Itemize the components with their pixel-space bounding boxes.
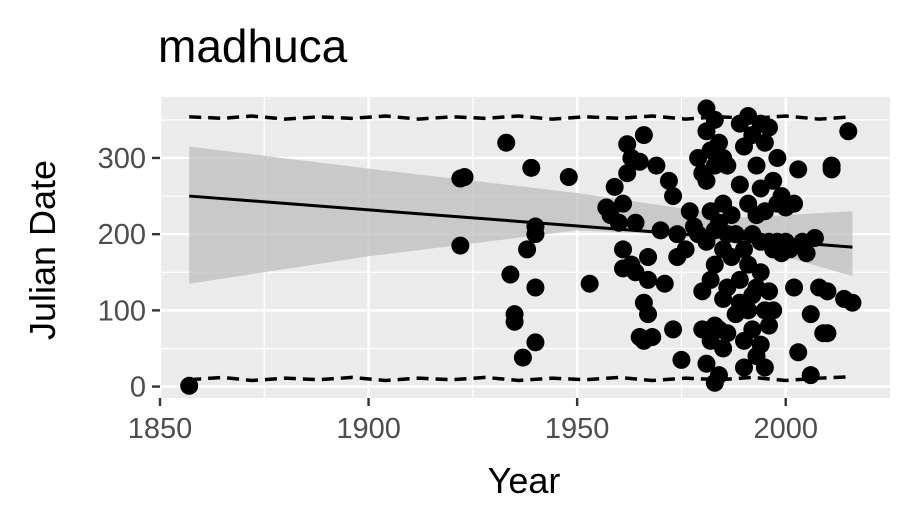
data-point — [630, 152, 649, 171]
data-point — [643, 328, 662, 347]
data-point — [639, 270, 658, 289]
data-point — [789, 160, 808, 179]
data-point — [614, 194, 633, 213]
data-point — [709, 366, 728, 385]
x-axis-title: Year — [488, 460, 561, 501]
data-point — [785, 194, 804, 213]
data-point — [580, 274, 599, 293]
data-point — [735, 358, 753, 377]
y-tick-label: 100 — [98, 295, 146, 327]
data-point — [609, 213, 628, 232]
data-point — [455, 168, 474, 187]
axes: 1850 1900 1950 2000 0 100 200 300 — [98, 143, 818, 445]
data-point — [180, 376, 199, 395]
data-point — [497, 133, 516, 152]
data-point — [722, 206, 741, 225]
data-point — [664, 187, 683, 206]
x-tick-label: 1850 — [128, 413, 193, 445]
data-point — [659, 171, 678, 190]
x-tick-label: 1900 — [336, 413, 401, 445]
y-axis-title: Julian Date — [22, 160, 63, 340]
data-point — [730, 270, 749, 289]
data-point — [705, 110, 724, 129]
data-point — [655, 274, 674, 293]
x-tick-label: 1950 — [545, 413, 610, 445]
data-point — [697, 354, 716, 373]
data-point — [843, 293, 862, 312]
data-point — [634, 126, 653, 145]
data-point — [651, 221, 670, 240]
data-point — [701, 270, 720, 289]
data-point — [618, 164, 637, 183]
data-point — [505, 312, 524, 331]
data-point — [739, 301, 758, 320]
data-point — [639, 248, 658, 267]
data-point — [559, 168, 578, 187]
data-point — [668, 225, 687, 244]
data-point — [614, 240, 633, 259]
data-point — [751, 335, 770, 354]
data-point — [672, 350, 691, 369]
chart-title: madhuca — [158, 20, 348, 72]
data-point — [513, 348, 532, 367]
data-point — [751, 263, 770, 282]
data-point — [726, 225, 745, 244]
data-point — [718, 156, 737, 175]
data-point — [789, 343, 808, 362]
data-point — [760, 118, 779, 137]
data-point — [730, 175, 749, 194]
data-points — [180, 99, 862, 395]
data-point — [755, 133, 774, 152]
data-point — [709, 133, 728, 152]
data-point — [801, 366, 820, 385]
data-point — [718, 324, 737, 343]
data-point — [676, 240, 695, 259]
data-point — [747, 156, 766, 175]
data-point — [697, 171, 716, 190]
data-point — [818, 324, 837, 343]
data-point — [822, 160, 841, 179]
data-point — [839, 122, 858, 141]
data-point — [818, 282, 837, 301]
data-point — [626, 213, 645, 232]
data-point — [797, 244, 816, 263]
data-point — [526, 225, 545, 244]
data-point — [755, 358, 774, 377]
data-point — [451, 236, 470, 255]
data-point — [714, 339, 733, 358]
y-tick-label: 0 — [130, 372, 146, 404]
confidence-ribbon-layer — [189, 146, 853, 284]
data-point — [764, 171, 783, 190]
data-point — [518, 240, 537, 259]
data-point — [801, 305, 820, 324]
data-point — [760, 282, 779, 301]
data-point — [605, 177, 624, 196]
y-tick-label: 300 — [98, 143, 146, 175]
data-point — [764, 301, 783, 320]
data-point — [526, 333, 545, 352]
data-point — [743, 320, 762, 339]
data-point — [501, 265, 520, 284]
data-point — [768, 148, 787, 167]
data-point — [680, 202, 699, 221]
data-point — [639, 305, 658, 324]
data-point — [618, 135, 637, 154]
confidence-ribbon — [189, 146, 853, 284]
data-point — [785, 278, 804, 297]
data-point — [526, 278, 545, 297]
data-point — [735, 240, 753, 259]
x-tick-label: 2000 — [753, 413, 818, 445]
data-point — [705, 255, 724, 274]
data-point — [522, 158, 541, 177]
data-point — [760, 316, 779, 335]
y-tick-label: 200 — [98, 219, 146, 251]
lower-quantile-line — [189, 374, 853, 383]
data-point — [664, 320, 683, 339]
data-point — [647, 156, 666, 175]
data-point — [805, 228, 824, 247]
